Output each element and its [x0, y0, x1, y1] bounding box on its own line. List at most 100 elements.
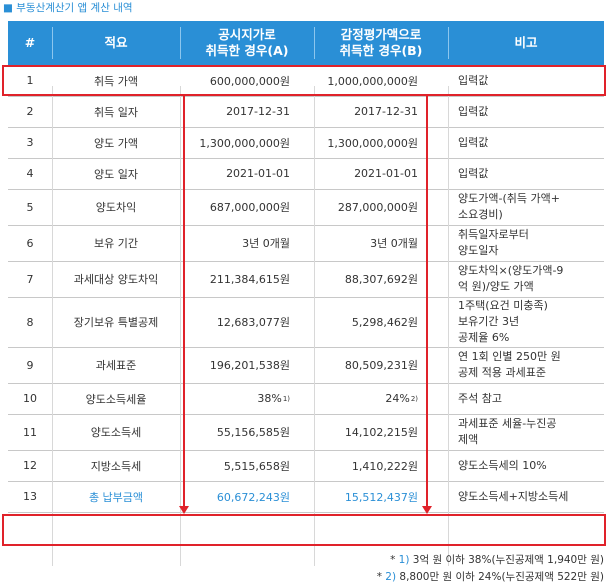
row-remark: 1주택(요건 미충족) 보유기간 3년 공제율 6%	[458, 297, 600, 347]
row-remark: 양도소득세+지방소득세	[458, 481, 600, 512]
row-item: 양도소득세율	[52, 383, 180, 414]
row-item: 취득 일자	[52, 96, 180, 127]
row-remark-line: 취득일자로부터	[458, 228, 529, 241]
row-remark-line: 보유기간 3년	[458, 315, 520, 328]
row-item-text: 취득 가액	[94, 74, 138, 88]
header-item: 적요	[104, 35, 128, 50]
footnote-1: * 1) 3억 원 이하 38%(누진공제액 1,940만 원)	[390, 552, 604, 567]
row-value-case-a: 3년 0개월	[180, 225, 290, 261]
row-item: 양도 일자	[52, 158, 180, 189]
row-item-text: 장기보유 특별공제	[73, 316, 159, 329]
row-value-case-b: 2017-12-31	[314, 96, 418, 127]
row-value-case-b-text: 80,509,231원	[344, 359, 418, 372]
row-value-case-b-text: 15,512,437원	[344, 490, 418, 504]
table-row: 3 양도 가액 1,300,000,000원 1,300,000,000원 입력값	[8, 127, 604, 159]
row-number: 12	[8, 450, 52, 481]
row-value-case-a: 60,672,243원	[180, 481, 290, 512]
row-item: 지방소득세	[52, 450, 180, 481]
footnote-2-number: 2)	[385, 571, 397, 583]
row-number: 10	[8, 383, 52, 414]
row-number: 4	[8, 158, 52, 189]
row-value-case-a-text: 12,683,077원	[216, 316, 290, 329]
row-value-case-b: 88,307,692원	[314, 261, 418, 297]
table-row: 5 양도차익 687,000,000원 287,000,000원 양도가액-(취득 가액…	[8, 189, 604, 226]
header-case-b: 감정평가액으로 취득한 경우(B)	[314, 21, 448, 65]
row-remark-line: 1주택(요건 미충족)	[458, 299, 548, 312]
row-remark-line: 제액	[458, 433, 479, 446]
row-number-text: 1	[26, 74, 34, 87]
row-value-case-a: 5,515,658원	[180, 450, 290, 481]
row-value-case-a: 687,000,000원	[180, 189, 290, 225]
row-number-text: 9	[26, 358, 34, 372]
footnote-2-prefix: *	[376, 571, 386, 583]
row-value-case-b-text: 287,000,000원	[337, 201, 418, 214]
row-remark-line: 양도차익×(양도가액-9	[458, 264, 564, 277]
row-value-case-a-text: 600,000,000원	[209, 74, 290, 88]
row-item: 양도 가액	[52, 127, 180, 158]
row-number-text: 10	[23, 392, 37, 405]
row-value-case-a: 1,300,000,000원	[180, 127, 290, 158]
row-value-case-b: 3년 0개월	[314, 225, 418, 261]
row-number: 3	[8, 127, 52, 158]
row-remark: 양도소득세의 10%	[458, 450, 600, 481]
row-item: 장기보유 특별공제	[52, 297, 180, 347]
column-divider	[314, 86, 315, 566]
footnote-1-number: 1)	[398, 554, 410, 566]
row-remark: 양도차익×(양도가액-9 억 원)/양도 가액	[458, 261, 600, 297]
table-row: 12 지방소득세 5,515,658원 1,410,222원 양도소득세의 10%	[8, 450, 604, 482]
table-row: 7 과세대상 양도차익 211,384,615원 88,307,692원 양도차익×(양…	[8, 261, 604, 298]
row-remark-line: 주석 참고	[458, 391, 502, 405]
row-value-case-a-text: 60,672,243원	[216, 490, 290, 504]
row-remark: 양도가액-(취득 가액+ 소요경비)	[458, 189, 600, 225]
row-item-text: 양도 일자	[94, 167, 138, 181]
row-remark-line: 양도가액-(취득 가액+	[458, 192, 560, 205]
column-divider	[448, 86, 449, 566]
row-number-text: 2	[26, 105, 34, 118]
row-value-case-a-text: 2017-12-31	[226, 105, 290, 118]
row-value-case-a: 2017-12-31	[180, 96, 290, 127]
row-value-case-b: 1,000,000,000원	[314, 65, 418, 96]
row-value-case-a-text: 5,515,658원	[223, 459, 290, 473]
column-divider	[52, 86, 53, 566]
table-row: 9 과세표준 196,201,538원 80,509,231원 연 1회 인별 250만…	[8, 347, 604, 384]
footnote-ref-2: 2)	[410, 394, 418, 403]
row-value-case-b: 14,102,215원	[314, 414, 418, 450]
header-case-a: 공시지가로 취득한 경우(A)	[180, 21, 314, 65]
table-caption: ■ 부동산계산기 앱 계산 내역	[3, 2, 133, 14]
row-value-case-b-text: 5,298,462원	[351, 316, 418, 329]
row-value-case-b-text: 24%	[385, 392, 410, 405]
row-value-case-a: 196,201,538원	[180, 347, 290, 383]
row-item-text: 양도소득세	[90, 426, 142, 439]
header-case-a-line1: 공시지가로	[218, 27, 276, 42]
row-item-text: 과세대상 양도차익	[73, 273, 159, 286]
column-divider	[180, 86, 181, 566]
row-value-case-b: 80,509,231원	[314, 347, 418, 383]
row-number-text: 6	[26, 236, 34, 250]
row-number-text: 4	[26, 167, 34, 180]
row-number: 11	[8, 414, 52, 450]
row-number: 7	[8, 261, 52, 297]
row-value-case-b: 287,000,000원	[314, 189, 418, 225]
table-row: 6 보유 기간 3년 0개월 3년 0개월 취득일자로부터 양도일자	[8, 225, 604, 262]
row-value-case-b-text: 88,307,692원	[344, 273, 418, 286]
row-remark: 입력값	[458, 96, 600, 127]
row-value-case-b-text: 1,300,000,000원	[327, 136, 418, 150]
row-item: 양도소득세	[52, 414, 180, 450]
highlight-box-row-1	[2, 65, 606, 96]
header-remark: 비고	[514, 35, 538, 50]
row-value-case-a: 600,000,000원	[180, 65, 290, 96]
row-item: 과세표준	[52, 347, 180, 383]
row-item: 취득 가액	[52, 65, 180, 96]
row-remark-line: 입력값	[458, 166, 489, 180]
highlight-box-row-13	[2, 514, 606, 546]
table-row: 2 취득 일자 2017-12-31 2017-12-31 입력값	[8, 96, 604, 128]
header-case-a-line2: 취득한 경우(A)	[205, 43, 289, 58]
row-number-text: 13	[23, 490, 37, 503]
row-item: 과세대상 양도차익	[52, 261, 180, 297]
row-value-case-a-text: 55,156,585원	[216, 426, 290, 439]
row-item: 보유 기간	[52, 225, 180, 261]
row-value-case-a-text: 1,300,000,000원	[199, 136, 290, 150]
row-value-case-b-text: 14,102,215원	[344, 426, 418, 439]
row-value-case-a-text: 38%	[257, 392, 282, 405]
row-value-case-b: 1,300,000,000원	[314, 127, 418, 158]
